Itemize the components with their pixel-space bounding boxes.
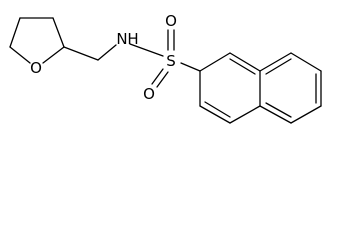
bond bbox=[290, 52, 322, 72]
bond bbox=[259, 52, 292, 72]
bond bbox=[290, 105, 322, 124]
bond bbox=[42, 46, 65, 64]
bond bbox=[259, 105, 292, 124]
bond bbox=[63, 46, 99, 61]
atom-labels: O N H S O O bbox=[30, 12, 177, 103]
molecule-diagram: O N H S O O bbox=[9, 12, 322, 124]
bond bbox=[180, 62, 201, 72]
bond bbox=[52, 17, 65, 48]
atom-label: N bbox=[116, 30, 127, 48]
bond bbox=[199, 52, 231, 72]
atom-label: O bbox=[30, 59, 42, 77]
atom-label: S bbox=[166, 52, 176, 70]
atom-label: H bbox=[127, 30, 138, 48]
atom-label: O bbox=[165, 12, 177, 30]
bond bbox=[9, 17, 21, 48]
bond bbox=[9, 46, 31, 64]
bond bbox=[265, 102, 292, 118]
bond bbox=[229, 52, 261, 72]
bond bbox=[151, 68, 164, 85]
bond bbox=[97, 44, 117, 61]
bonds bbox=[9, 17, 322, 124]
bond bbox=[229, 58, 256, 75]
bond bbox=[204, 101, 231, 118]
bond bbox=[156, 71, 169, 88]
atom-label: O bbox=[143, 85, 155, 103]
bond bbox=[129, 43, 164, 57]
bond bbox=[265, 58, 292, 75]
bond bbox=[199, 105, 231, 124]
page: O N H S O O (() => { const data = JSON.p… bbox=[9, 12, 322, 124]
bond bbox=[229, 105, 261, 124]
